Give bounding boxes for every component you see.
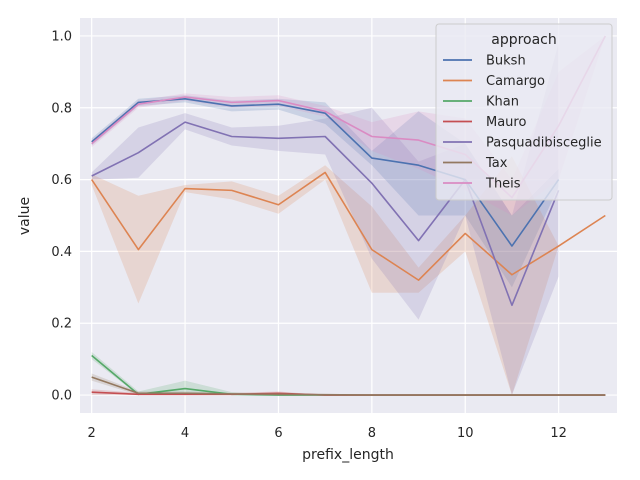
x-tick-label-2: 6 bbox=[274, 426, 282, 441]
band-camargo bbox=[91, 156, 606, 396]
y-axis-label: value bbox=[17, 197, 33, 235]
legend: approach Buksh Camargo Khan Mauro Pasquadibi… bbox=[435, 23, 613, 201]
y-tick-label-2: 0.4 bbox=[51, 245, 72, 260]
legend-label-tax: Tax bbox=[485, 156, 508, 171]
x-tick-label-1: 4 bbox=[181, 426, 189, 441]
y-tick-label-3: 0.6 bbox=[51, 173, 72, 188]
x-tick-label-3: 8 bbox=[368, 426, 376, 441]
y-tick-labels: 0.0 0.2 0.4 0.6 0.8 1.0 bbox=[51, 29, 72, 403]
line-tax bbox=[91, 376, 606, 396]
y-tick-label-4: 0.8 bbox=[51, 101, 72, 116]
x-tick-labels: 2 4 6 8 10 12 bbox=[88, 426, 567, 441]
x-tick-label-5: 12 bbox=[550, 426, 567, 441]
legend-label-mauro: Mauro bbox=[486, 115, 526, 130]
line-camargo bbox=[91, 171, 606, 281]
legend-label-camargo: Camargo bbox=[486, 74, 545, 89]
line-pasquadibisceglie bbox=[91, 121, 560, 307]
legend-label-pasquadibisceglie: Pasquadibisceglie bbox=[486, 136, 602, 151]
legend-items: Buksh Camargo Khan Mauro Pasquadibisceglie Ta… bbox=[443, 54, 602, 192]
x-tick-label-4: 10 bbox=[457, 426, 474, 441]
y-tick-label-1: 0.2 bbox=[51, 317, 72, 332]
legend-label-theis: Theis bbox=[485, 177, 521, 192]
legend-title: approach bbox=[491, 32, 557, 48]
legend-label-khan: Khan bbox=[486, 95, 519, 110]
legend-label-buksh: Buksh bbox=[486, 54, 526, 69]
y-tick-label-0: 0.0 bbox=[51, 389, 72, 404]
band-pasquadibisceglie bbox=[91, 43, 559, 396]
x-axis-label: prefix_length bbox=[302, 447, 394, 463]
legend-box bbox=[435, 23, 613, 201]
y-tick-label-5: 1.0 bbox=[51, 29, 72, 44]
band-khan bbox=[91, 351, 606, 396]
x-tick-label-0: 2 bbox=[88, 426, 96, 441]
